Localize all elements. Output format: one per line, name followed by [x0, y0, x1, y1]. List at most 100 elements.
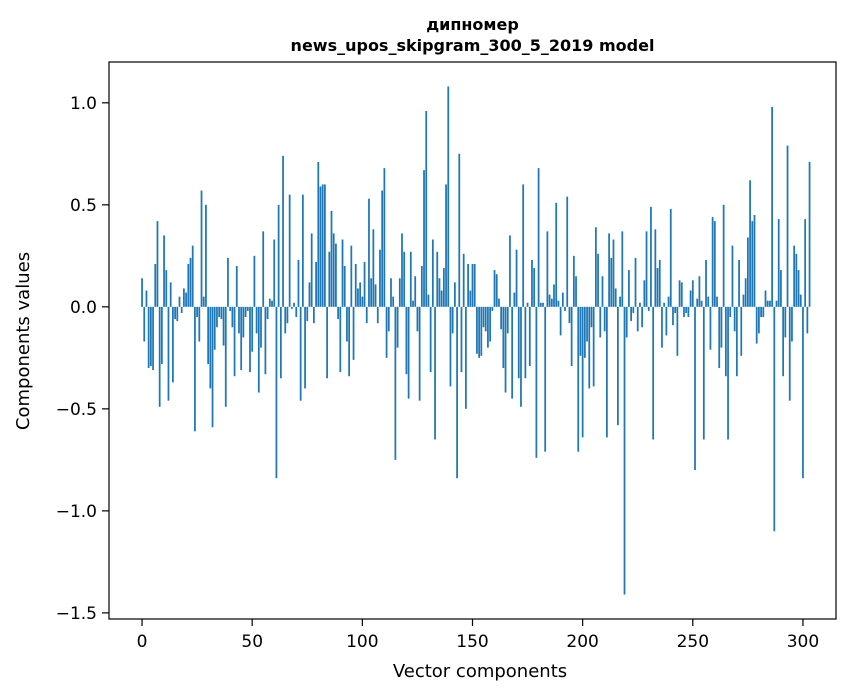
- bar-94: [348, 306, 351, 377]
- bar-107: [376, 306, 379, 324]
- bar-231: [650, 206, 652, 307]
- bar-171: [517, 306, 520, 379]
- bar-239: [667, 296, 670, 307]
- bar-47: [244, 306, 247, 318]
- bar-243: [676, 306, 679, 356]
- x-tick-label: 50: [241, 632, 263, 652]
- bar-236: [661, 306, 663, 348]
- bar-224: [634, 257, 637, 307]
- y-tick-label: 0.0: [70, 298, 97, 318]
- bar-210: [603, 306, 606, 332]
- bar-177: [531, 259, 533, 307]
- bar-211: [606, 306, 608, 438]
- bar-6: [154, 263, 157, 307]
- bar-218: [621, 231, 624, 307]
- bar-55: [262, 231, 265, 307]
- bar-34: [216, 306, 218, 328]
- x-axis-label: Vector components: [393, 661, 567, 682]
- bar-160: [493, 270, 496, 307]
- bar-249: [689, 290, 692, 307]
- y-tick-label: 1.0: [70, 94, 97, 114]
- bar-5: [152, 306, 154, 371]
- bar-118: [401, 233, 403, 307]
- bar-175: [526, 302, 529, 307]
- bar-4: [149, 306, 152, 367]
- bar-189: [557, 300, 560, 307]
- bar-102: [365, 306, 368, 324]
- bar-187: [553, 284, 555, 307]
- bar-61: [275, 306, 278, 479]
- bar-3: [147, 306, 150, 369]
- bar-74: [304, 306, 306, 389]
- bar-282: [762, 306, 765, 318]
- bar-63: [279, 306, 282, 379]
- bar-16: [176, 306, 179, 322]
- bar-259: [711, 217, 714, 307]
- bar-193: [566, 196, 569, 307]
- bar-22: [189, 257, 192, 307]
- bar-138: [445, 184, 447, 307]
- bar-225: [636, 306, 639, 332]
- bar-116: [396, 306, 399, 348]
- bar-232: [652, 306, 655, 440]
- bar-270: [735, 306, 738, 377]
- bar-297: [795, 253, 798, 307]
- bar-298: [797, 270, 800, 307]
- bar-27: [200, 190, 203, 307]
- bar-173: [522, 184, 525, 307]
- bar-293: [786, 145, 789, 307]
- bar-149: [469, 290, 472, 307]
- bar-155: [482, 306, 485, 328]
- chart-title-line1: дипномер: [426, 15, 519, 34]
- bar-51: [253, 255, 256, 307]
- bar-252: [696, 298, 699, 307]
- bar-290: [780, 270, 782, 307]
- bar-244: [678, 280, 681, 307]
- chart-title-line2: news_upos_skipgram_300_5_2019 model: [291, 36, 655, 55]
- bar-80: [317, 161, 320, 307]
- bar-95: [350, 245, 353, 307]
- bar-21: [187, 263, 190, 307]
- x-tick-label: 200: [566, 632, 598, 652]
- bar-68: [290, 306, 293, 309]
- bar-278: [753, 215, 756, 307]
- bar-295: [791, 306, 793, 342]
- bar-134: [436, 251, 439, 307]
- bar-166: [506, 306, 509, 334]
- bar-303: [808, 161, 811, 307]
- bar-233: [654, 229, 657, 307]
- bar-72: [299, 306, 302, 401]
- bar-53: [257, 306, 260, 393]
- bar-301: [804, 219, 807, 307]
- bar-83: [324, 184, 326, 307]
- bar-264: [722, 204, 725, 307]
- bar-280: [758, 306, 760, 334]
- bar-31: [209, 306, 212, 389]
- bar-35: [218, 306, 221, 318]
- bar-92: [343, 266, 346, 307]
- bar-182: [542, 302, 544, 307]
- bar-291: [782, 306, 785, 377]
- bar-227: [641, 306, 644, 328]
- bar-151: [473, 263, 476, 307]
- bar-60: [273, 239, 276, 307]
- bar-212: [608, 233, 610, 307]
- bar-248: [687, 306, 690, 318]
- bar-25: [196, 306, 198, 318]
- bar-222: [630, 306, 632, 322]
- bar-10: [163, 235, 165, 307]
- bar-206: [594, 227, 597, 307]
- bar-135: [438, 278, 441, 307]
- bar-141: [451, 306, 454, 334]
- bar-196: [572, 255, 575, 307]
- bar-269: [733, 306, 736, 332]
- bar-254: [700, 300, 703, 307]
- bar-192: [564, 306, 566, 311]
- y-tick-label: −1.0: [56, 502, 97, 522]
- bar-256: [705, 259, 707, 307]
- bar-172: [520, 306, 522, 407]
- bar-184: [546, 231, 549, 307]
- bar-288: [775, 300, 778, 307]
- bar-111: [385, 306, 388, 358]
